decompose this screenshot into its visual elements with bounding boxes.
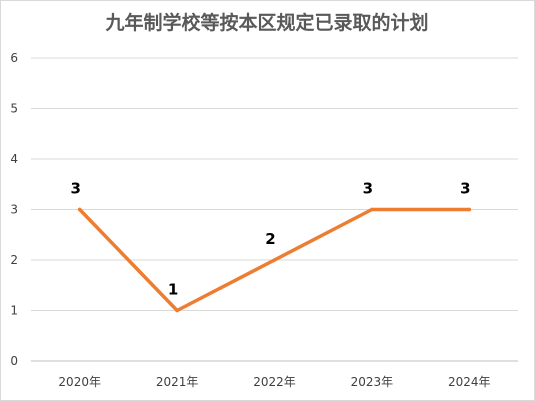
data-point <box>467 207 472 212</box>
y-tick-label: 0 <box>10 354 18 368</box>
x-tick-label: 2024年 <box>448 375 491 389</box>
y-axis-ticks: 0 1 2 3 4 5 6 <box>10 51 18 368</box>
y-tick-label: 4 <box>10 152 18 166</box>
x-tick-label: 2021年 <box>156 375 199 389</box>
x-tick-label: 2022年 <box>253 375 296 389</box>
data-label: 3 <box>363 180 373 198</box>
y-tick-label: 6 <box>10 51 18 65</box>
chart-title: 九年制学校等按本区规定已录取的计划 <box>104 11 428 34</box>
data-label: 1 <box>168 281 178 299</box>
y-tick-label: 2 <box>10 253 18 267</box>
data-point <box>77 207 82 212</box>
x-tick-label: 2023年 <box>351 375 394 389</box>
y-tick-label: 3 <box>10 203 18 217</box>
series-lines <box>77 207 472 313</box>
x-axis-ticks: 2020年 2021年 2022年 2023年 2024年 <box>58 375 490 389</box>
data-labels: 3 1 2 3 3 <box>70 180 470 299</box>
y-tick-label: 5 <box>10 102 18 116</box>
data-label: 2 <box>265 230 275 248</box>
data-label: 3 <box>70 180 80 198</box>
data-label: 3 <box>460 180 470 198</box>
data-point <box>370 207 374 212</box>
data-point <box>175 308 179 313</box>
y-tick-label: 1 <box>10 304 18 318</box>
data-point <box>272 258 277 262</box>
x-tick-label: 2020年 <box>58 375 101 389</box>
